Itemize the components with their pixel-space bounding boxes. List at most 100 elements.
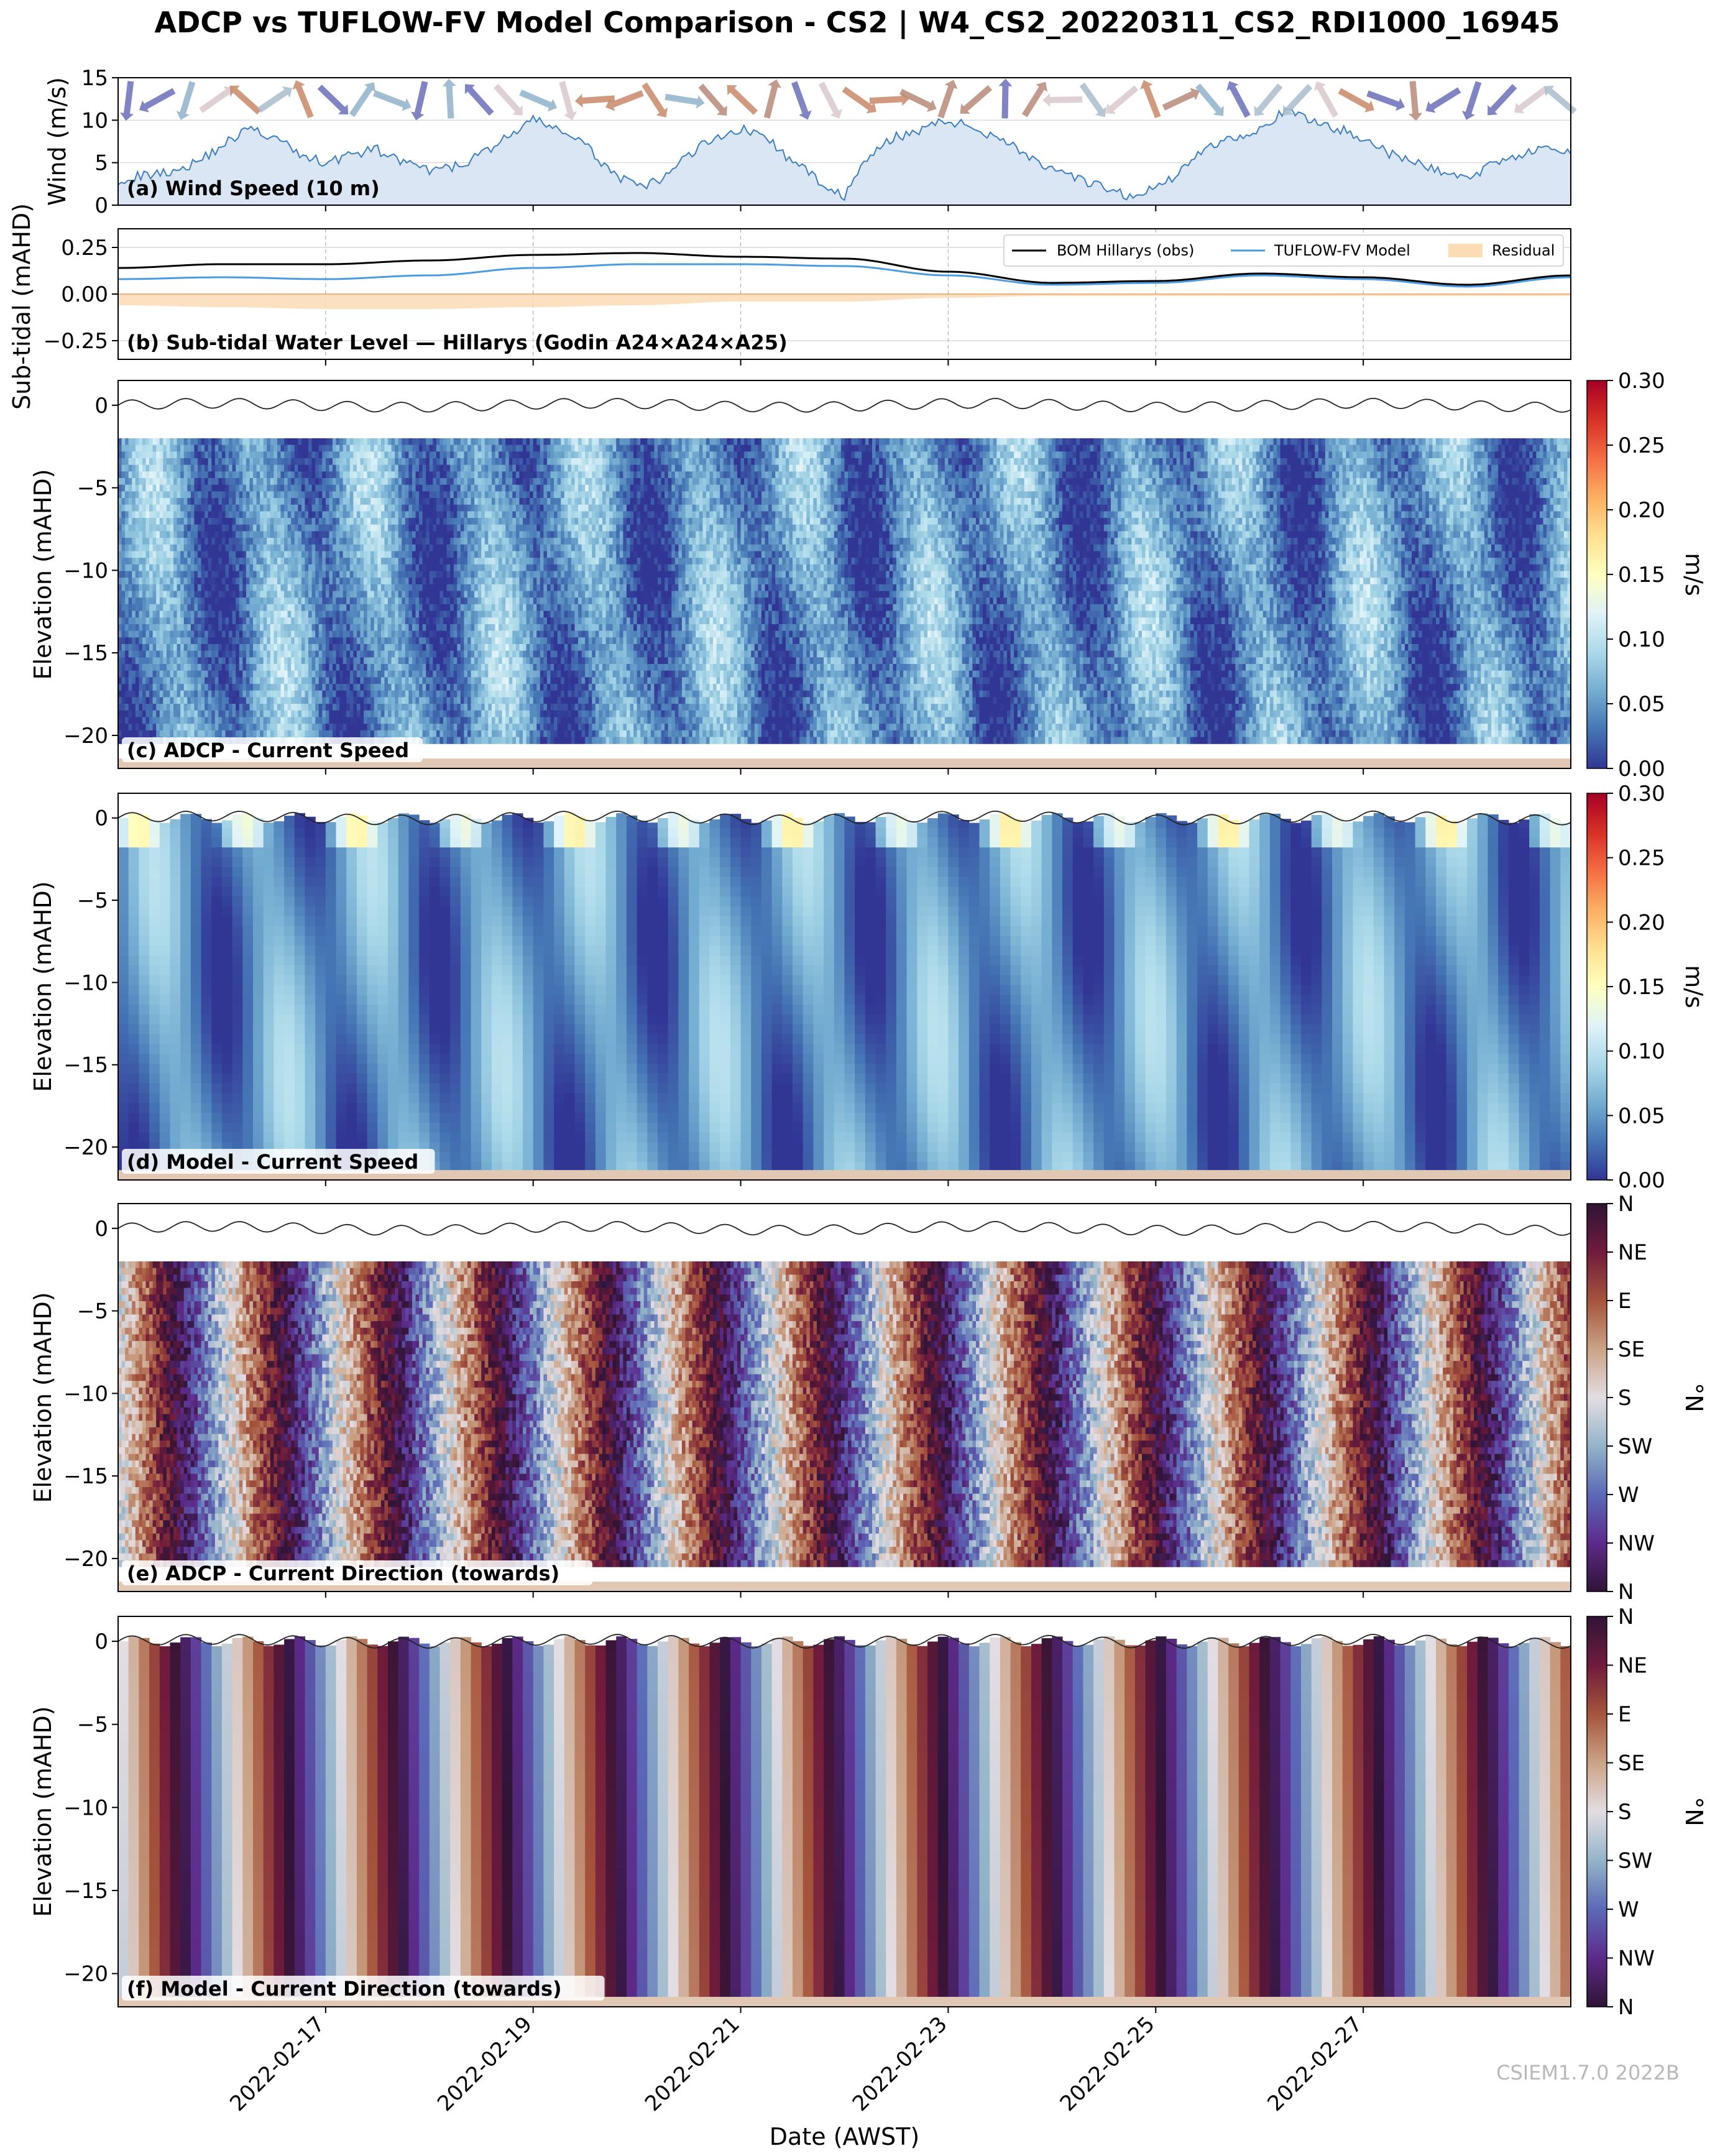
heatmap-cell: [167, 445, 170, 452]
heatmap-cell: [132, 558, 136, 564]
heatmap-cell: [281, 711, 285, 717]
heatmap-cell: [346, 704, 350, 711]
heatmap-cell: [301, 525, 305, 532]
heatmap-cell: [284, 677, 288, 684]
heatmap-cell: [336, 717, 340, 724]
heatmap-cell: [336, 617, 340, 624]
heatmap-cell: [361, 730, 364, 737]
heatmap-cell: [361, 684, 364, 691]
heatmap-cell: [232, 651, 236, 658]
heatmap-cell: [374, 578, 378, 584]
heatmap-cell: [264, 518, 267, 525]
heatmap-cell: [198, 491, 201, 498]
heatmap-cell: [301, 545, 305, 551]
heatmap-cell: [301, 511, 305, 518]
wind-arrow-shape: [1310, 78, 1341, 119]
heatmap-cell: [177, 458, 181, 465]
heatmap-cell: [264, 724, 267, 730]
heatmap-cell: [288, 505, 292, 512]
heatmap-cell: [381, 451, 385, 458]
heatmap-cell: [122, 465, 126, 472]
heatmap-cell: [277, 671, 281, 678]
heatmap-cell: [167, 551, 170, 558]
heatmap-cell: [319, 584, 323, 591]
heatmap-cell: [187, 491, 191, 498]
wind-arrow-shape: [119, 80, 138, 121]
heatmap-cell: [122, 624, 126, 631]
heatmap-cell: [170, 438, 173, 445]
heatmap-cell: [173, 518, 177, 525]
heatmap-cell: [160, 591, 163, 598]
heatmap-cell: [160, 538, 163, 545]
heatmap-cell: [336, 677, 340, 684]
heatmap-cell: [277, 525, 281, 532]
heatmap-cell: [191, 631, 195, 638]
heatmap-cell: [353, 545, 357, 551]
heatmap-cell: [211, 611, 215, 618]
heatmap-cell: [284, 591, 288, 598]
heatmap-cell: [339, 671, 343, 678]
heatmap-cell: [260, 538, 264, 545]
heatmap-cell: [350, 704, 354, 711]
heatmap-cell: [295, 617, 298, 624]
heatmap-cell: [201, 558, 205, 564]
heatmap-cell: [167, 730, 170, 737]
heatmap-cell: [142, 485, 146, 492]
heatmap-cell: [298, 604, 301, 611]
heatmap-cell: [218, 465, 222, 472]
heatmap-cell: [139, 505, 142, 512]
heatmap-cell: [253, 691, 257, 698]
heatmap-cell: [361, 498, 364, 505]
wind-direction-arrow: [1101, 83, 1141, 119]
heatmap-cell: [208, 471, 212, 478]
heatmap-cell: [364, 531, 367, 538]
heatmap-cell: [333, 604, 336, 611]
heatmap-cell: [353, 730, 357, 737]
heatmap-cell: [184, 531, 188, 538]
heatmap-cell: [377, 584, 381, 591]
heatmap-cell: [270, 697, 274, 704]
heatmap-cell: [139, 664, 142, 671]
heatmap-cell: [281, 697, 285, 704]
heatmap-cell: [281, 637, 285, 644]
heatmap-cell: [257, 657, 260, 664]
heatmap-cell: [222, 498, 226, 505]
heatmap-cell: [229, 578, 232, 584]
heatmap-cell: [177, 644, 181, 651]
heatmap-cell: [288, 498, 292, 505]
heatmap-cell: [146, 584, 150, 591]
heatmap-cell: [211, 525, 215, 532]
heatmap-cell: [326, 564, 329, 571]
heatmap-cell: [122, 677, 126, 684]
heatmap-cell: [333, 491, 336, 498]
heatmap-cell: [270, 651, 274, 658]
heatmap-cell: [222, 531, 226, 538]
heatmap-cell: [153, 617, 157, 624]
heatmap-cell: [142, 518, 146, 525]
heatmap-cell: [361, 485, 364, 492]
heatmap-cell: [160, 624, 163, 631]
heatmap-cell: [350, 631, 354, 638]
heatmap-cell: [211, 438, 215, 445]
heatmap-cell: [257, 724, 260, 730]
heatmap-cell: [208, 551, 212, 558]
heatmap-cell: [163, 704, 167, 711]
heatmap-cell: [339, 597, 343, 604]
heatmap-cell: [295, 717, 298, 724]
heatmap-cell: [187, 657, 191, 664]
heatmap-cell: [122, 651, 126, 658]
heatmap-cell: [298, 518, 301, 525]
heatmap-cell: [333, 717, 336, 724]
heatmap-cell: [239, 691, 243, 698]
heatmap-cell: [187, 564, 191, 571]
heatmap-cell: [160, 498, 163, 505]
heatmap-cell: [246, 597, 250, 604]
heatmap-cell: [208, 498, 212, 505]
heatmap-cell: [257, 624, 260, 631]
heatmap-cell: [222, 657, 226, 664]
heatmap-cell: [319, 525, 323, 532]
heatmap-cell: [333, 498, 336, 505]
heatmap-cell: [267, 491, 270, 498]
heatmap-cell: [215, 730, 219, 737]
heatmap-cell: [288, 684, 292, 691]
